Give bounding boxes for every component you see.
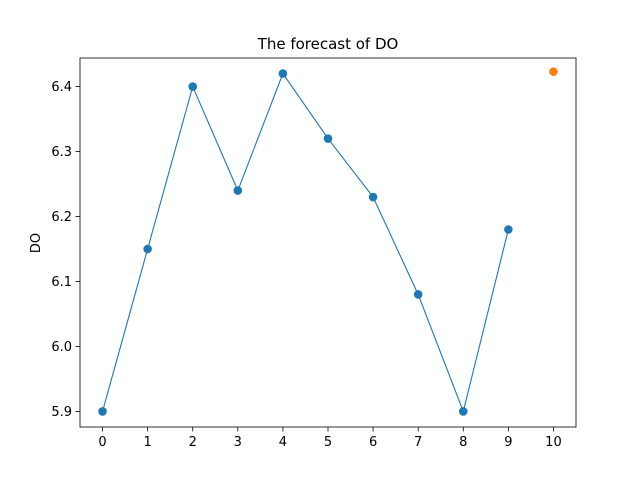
series-0-point [143,244,152,254]
x-tick-label: 1 [143,435,151,450]
x-tick-label: 9 [504,435,512,450]
series-0-point [278,69,288,78]
series-0-line [102,72,509,414]
series-0-point [323,134,333,143]
x-tick-label: 4 [279,435,287,450]
x-tick-label: 7 [414,435,422,450]
series-0-point [188,82,198,91]
x-tick-label: 0 [98,435,106,450]
series-0-point [98,407,107,416]
series-0-point [504,225,513,234]
y-axis-label: DO [29,233,44,253]
y-tick-label: 5.9 [51,405,72,420]
x-tick-label: 2 [189,435,197,450]
y-tick-label: 6.3 [51,145,72,160]
x-tick-label: 3 [234,435,242,450]
y-tick-label: 6.0 [51,340,72,355]
x-tick-label: 6 [369,435,377,450]
y-tick-label: 6.4 [51,80,72,95]
series-0-point [413,290,423,299]
chart-title: The forecast of DO [257,35,399,53]
x-tick-label: 5 [324,435,332,450]
series-0-point [368,192,378,202]
y-tick-label: 6.2 [51,210,72,225]
series-0-point [233,186,243,195]
series-0-point [458,407,468,416]
y-tick-label: 6.1 [51,275,72,290]
series-1-point [549,67,558,76]
x-tick-label: 8 [459,435,467,450]
x-tick-label: 10 [545,435,562,450]
plot-area: 0 1 2 3 4 5 6 7 8 9 10 5.9 6.0 6.1 6.2 6.3 6.4 [51,57,577,450]
